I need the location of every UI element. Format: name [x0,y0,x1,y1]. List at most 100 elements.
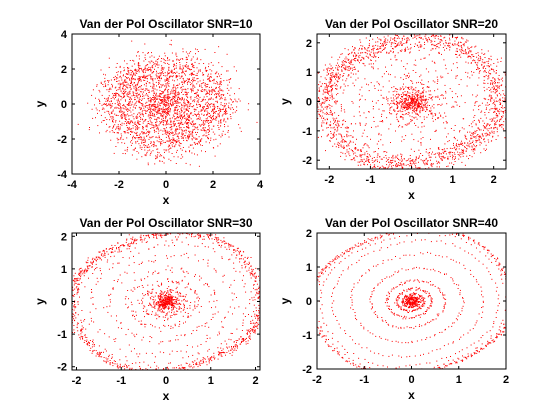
data-point [339,87,341,89]
data-point [168,77,170,79]
data-point [366,136,368,138]
data-point [225,109,227,111]
data-point [201,150,202,152]
data-point [150,109,151,111]
data-point [123,108,125,110]
data-point [201,88,203,90]
data-point [168,67,170,69]
data-point [484,76,486,78]
data-point [473,120,475,121]
data-point [166,123,167,125]
data-point [162,91,164,93]
data-point [412,89,414,91]
data-point [153,144,155,146]
data-point [324,96,326,98]
data-point [119,84,121,86]
data-point [413,162,414,164]
data-point [328,114,330,115]
data-point [439,98,440,100]
data-point [163,103,165,104]
data-point [174,107,176,109]
data-point [331,105,333,107]
data-point [373,121,375,122]
data-point [378,132,380,134]
data-point [425,105,427,107]
data-point [436,166,438,168]
data-point [181,81,182,83]
data-point [450,151,452,153]
data-point [392,159,394,161]
data-point [201,138,203,140]
data-point [153,109,155,111]
data-point [223,118,225,120]
data-point [188,78,190,80]
data-point [451,162,453,164]
data-point [454,138,456,140]
data-point [319,111,321,113]
data-point [442,149,444,151]
data-point [342,141,343,143]
data-point [97,112,98,114]
data-point [432,115,434,117]
data-point [126,94,128,96]
data-point [409,97,411,99]
data-point [224,97,226,99]
subplot-title: Van der Pol Oscillator SNR=10 [79,17,252,31]
data-point [473,71,475,73]
data-point [496,90,498,92]
data-point [183,112,185,114]
data-point [321,110,323,112]
data-point [115,106,117,108]
data-point [131,120,133,122]
data-point [161,139,162,140]
data-point [144,76,146,78]
data-point [218,93,220,95]
data-point [336,80,338,82]
data-point [359,161,360,163]
data-point [99,91,101,93]
data-point [418,149,420,151]
data-point [150,99,152,101]
data-point [192,114,194,116]
data-point [161,100,163,102]
data-point [108,104,110,106]
data-point [367,157,369,159]
data-point [120,124,121,126]
data-point [503,111,505,112]
data-point [238,124,240,126]
data-point [388,161,390,163]
data-point [140,85,142,86]
data-point [476,64,478,66]
data-point [319,81,321,83]
data-point [445,90,447,92]
data-point [124,91,126,93]
data-point [478,72,480,74]
data-point [323,108,325,110]
data-point [138,69,140,71]
data-point [319,100,320,102]
data-point [413,111,415,113]
data-point [187,81,189,83]
data-point [220,90,222,92]
data-point [143,95,145,97]
data-point [161,85,163,87]
data-point [175,101,177,103]
data-point [393,109,395,111]
data-point [191,89,192,91]
data-point [163,67,165,69]
data-point [193,77,195,79]
data-point [408,165,410,167]
data-point [208,66,209,68]
data-point [152,72,154,74]
data-point [387,98,389,100]
data-point [425,111,427,112]
data-point [420,100,422,102]
data-point [463,153,465,154]
data-point [143,144,145,146]
data-point [119,120,121,122]
data-point [459,153,461,155]
data-point [187,104,189,106]
data-point [188,133,190,135]
data-point [176,114,178,116]
data-point [136,88,138,90]
